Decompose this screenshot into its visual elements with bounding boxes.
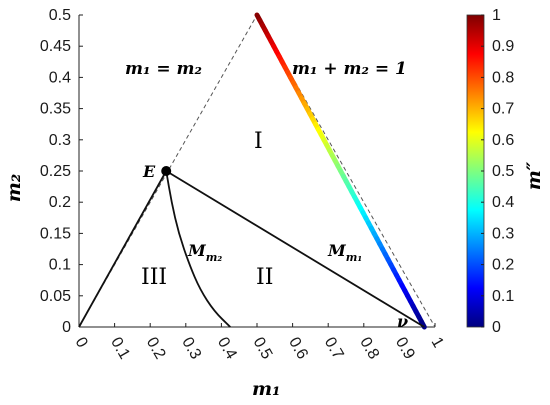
line-eq-m1-equals-m2: m₁ = m₂ — [125, 59, 202, 79]
y-tick-label: 0 — [62, 319, 71, 336]
colorbar-tick-label: 0.1 — [492, 288, 514, 305]
y-tick-label: 0.15 — [40, 225, 71, 242]
colorbar-tick-label: 0.8 — [492, 69, 514, 86]
point-label-E: E — [142, 162, 156, 181]
y-tick-label: 0.2 — [49, 194, 71, 211]
x-tick-label: 0.8 — [356, 335, 382, 363]
solid-line — [78, 170, 168, 328]
x-tick-label: 0.5 — [250, 335, 276, 363]
y-tick-label: 0.05 — [40, 288, 71, 305]
colorbar-tick-label: 0.2 — [492, 257, 514, 274]
y-tick-label: 0.25 — [40, 163, 71, 180]
colorbar-tick-label: 0 — [492, 319, 501, 336]
curve-m2 — [165, 170, 231, 328]
curve-label-m2-sub: m₂ — [206, 251, 223, 264]
colorbar-tick-label: 0.7 — [492, 101, 514, 118]
x-tick-label: 1 — [428, 335, 447, 351]
x-tick-label: 0.2 — [143, 335, 169, 363]
x-tick-label: 0 — [72, 335, 91, 351]
colorbar-tick-label: 1 — [492, 7, 501, 24]
curve-label-m2: Mm₂ — [187, 241, 222, 264]
y-tick-label: 0.3 — [49, 132, 71, 149]
colorbar-tick-label: 0.9 — [492, 38, 514, 55]
y-tick-label: 0.4 — [49, 69, 71, 86]
colorbar-tick-label: 0.5 — [492, 163, 514, 180]
colorbar-tick-label: 0.4 — [492, 194, 514, 211]
x-axis-label: m₁ — [252, 378, 280, 400]
point-E-marker — [161, 166, 172, 176]
region-label-II: II — [256, 265, 273, 290]
y-tick-label: 0.35 — [40, 101, 71, 118]
point-label-nu: ν — [397, 312, 408, 331]
curve-label-m1: Mm₁ — [327, 241, 362, 264]
y-tick-label: 0.45 — [40, 38, 71, 55]
y-axis-label: m₂ — [3, 174, 25, 202]
region-label-III: III — [141, 265, 167, 290]
curve-label-m1-main: M — [327, 241, 347, 260]
region-label-I: I — [254, 129, 263, 154]
x-tick-label: 0.6 — [285, 335, 311, 363]
colorbar-tick-label: 0.6 — [492, 132, 514, 149]
x-tick-label: 0.3 — [178, 335, 204, 363]
colorbar-label: m″ — [523, 161, 545, 190]
x-tick-label: 0.4 — [214, 335, 240, 363]
solid-line — [165, 170, 425, 328]
curve-label-m2-main: M — [187, 241, 207, 260]
x-tick-label: 0.7 — [321, 335, 347, 363]
x-tick-label: 0.1 — [107, 335, 133, 363]
colorbar-tick-label: 0.3 — [492, 225, 514, 242]
y-tick-label: 0.5 — [49, 7, 71, 24]
y-tick-label: 0.1 — [49, 257, 71, 274]
line-eq-m1-plus-m2: m₁ + m₂ = 1 — [292, 59, 407, 79]
x-tick-label: 0.9 — [392, 335, 418, 363]
colorbar: 0 0.1 0.2 0.3 0.4 0.5 0.6 0.7 0.8 0.9 1 — [466, 7, 514, 336]
curve-label-m1-sub: m₁ — [346, 251, 362, 264]
